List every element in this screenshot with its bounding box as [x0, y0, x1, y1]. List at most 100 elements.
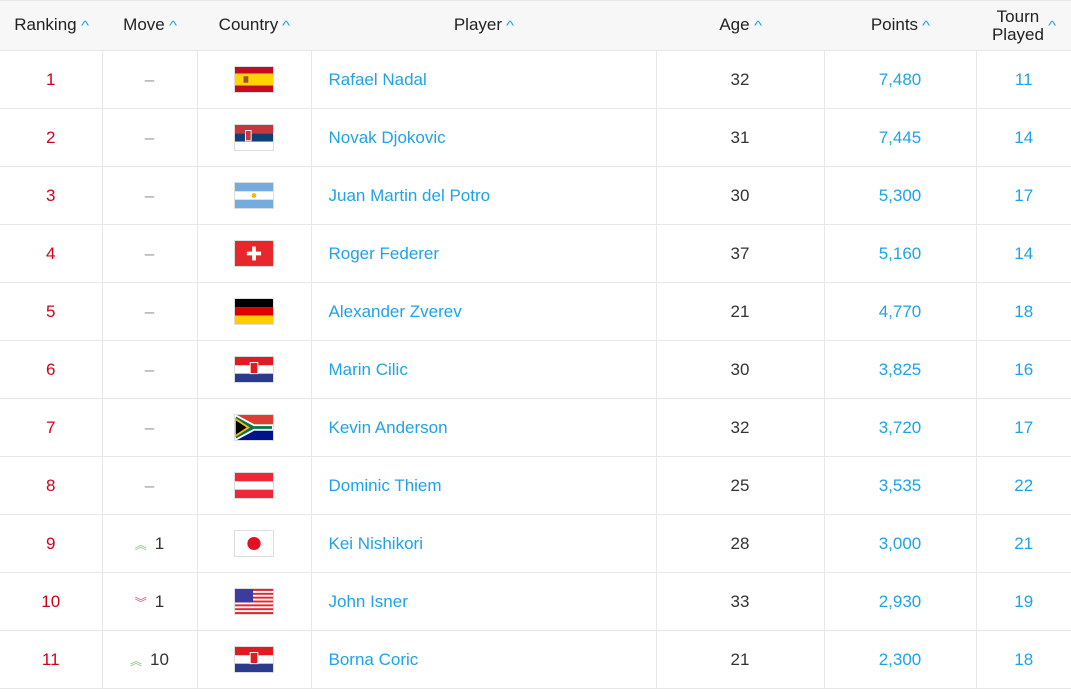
player-link[interactable]: John Isner — [310, 572, 657, 631]
country-cell — [196, 166, 312, 225]
table-row: 3 – Juan Martin del Potro 30 5,300 17 — [0, 166, 1071, 225]
age-cell: 37 — [655, 224, 825, 283]
played-cell: 14 — [975, 224, 1071, 283]
move-cell: – — [101, 340, 198, 399]
points-cell: 3,720 — [823, 398, 977, 457]
sort-caret-icon: ^ — [1048, 17, 1056, 33]
table-row: 10 ︾ 1 John Isner 33 2,930 19 — [0, 572, 1071, 631]
points-cell: 7,445 — [823, 108, 977, 167]
sort-country[interactable]: Country ^ — [197, 0, 311, 51]
player-link[interactable]: Kei Nishikori — [310, 514, 657, 573]
sort-points[interactable]: Points ^ — [824, 0, 976, 51]
played-cell: 17 — [975, 166, 1071, 225]
sort-caret-icon: ^ — [282, 18, 291, 33]
flag-switzerland-icon — [234, 240, 274, 267]
age-cell: 30 — [655, 166, 825, 225]
points-cell: 2,930 — [823, 572, 977, 631]
move-down-icon: ︾ — [134, 595, 147, 610]
move-cell: – — [101, 108, 198, 167]
player-link[interactable]: Novak Djokovic — [310, 108, 657, 167]
points-cell: 5,160 — [823, 224, 977, 283]
player-link[interactable]: Alexander Zverev — [310, 282, 657, 341]
rank-cell: 8 — [0, 456, 103, 515]
sort-caret-icon: ^ — [80, 18, 89, 33]
sort-age[interactable]: Age ^ — [656, 0, 824, 51]
table-row: 1 – Rafael Nadal 32 7,480 11 — [0, 50, 1071, 109]
sort-move[interactable]: Move ^ — [102, 0, 197, 51]
move-cell: – — [101, 224, 198, 283]
sort-ranking[interactable]: Ranking ^ — [0, 0, 102, 51]
points-cell: 5,300 — [823, 166, 977, 225]
country-cell — [196, 398, 312, 457]
points-cell: 3,000 — [823, 514, 977, 573]
header-row: Ranking ^ Move ^ Country ^ Player ^ Age ^ Poi… — [0, 0, 1071, 51]
age-cell: 28 — [655, 514, 825, 573]
table-row: 5 – Alexander Zverev 21 4,770 18 — [0, 282, 1071, 341]
sort-caret-icon: ^ — [753, 18, 762, 33]
rank-cell: 7 — [0, 398, 103, 457]
move-cell: ︾ 1 — [101, 572, 198, 631]
flag-croatia-icon — [234, 356, 274, 383]
age-cell: 30 — [655, 340, 825, 399]
table-row: 11 ︽ 10 Borna Coric 21 2,300 18 — [0, 630, 1071, 689]
move-cell: ︽ 10 — [101, 630, 198, 689]
country-cell — [196, 282, 312, 341]
rank-cell: 5 — [0, 282, 103, 341]
sort-tourn-played[interactable]: Tourn Played ^ — [976, 0, 1071, 51]
table-row: 9 ︽ 1 Kei Nishikori 28 3,000 21 — [0, 514, 1071, 573]
sort-player[interactable]: Player ^ — [311, 0, 656, 51]
player-link[interactable]: Roger Federer — [310, 224, 657, 283]
flag-serbia-icon — [234, 124, 274, 151]
played-cell: 14 — [975, 108, 1071, 167]
rank-cell: 11 — [0, 630, 103, 689]
table-row: 6 – Marin Cilic 30 3,825 16 — [0, 340, 1071, 399]
age-cell: 21 — [655, 630, 825, 689]
flag-spain-icon — [234, 66, 274, 93]
country-cell — [196, 224, 312, 283]
flag-argentina-icon — [234, 182, 274, 209]
rank-cell: 9 — [0, 514, 103, 573]
country-cell — [196, 456, 312, 515]
move-cell: – — [101, 398, 198, 457]
age-cell: 31 — [655, 108, 825, 167]
age-cell: 25 — [655, 456, 825, 515]
age-cell: 32 — [655, 398, 825, 457]
age-cell: 21 — [655, 282, 825, 341]
played-cell: 21 — [975, 514, 1071, 573]
player-link[interactable]: Marin Cilic — [310, 340, 657, 399]
flag-austria-icon — [234, 472, 274, 499]
table-row: 2 – Novak Djokovic 31 7,445 14 — [0, 108, 1071, 167]
played-cell: 17 — [975, 398, 1071, 457]
rank-cell: 4 — [0, 224, 103, 283]
sort-caret-icon: ^ — [922, 18, 931, 33]
country-cell — [196, 50, 312, 109]
points-cell: 4,770 — [823, 282, 977, 341]
move-cell: – — [101, 50, 198, 109]
rank-cell: 3 — [0, 166, 103, 225]
player-link[interactable]: Dominic Thiem — [310, 456, 657, 515]
points-cell: 3,825 — [823, 340, 977, 399]
player-link[interactable]: Kevin Anderson — [310, 398, 657, 457]
player-link[interactable]: Borna Coric — [310, 630, 657, 689]
points-cell: 7,480 — [823, 50, 977, 109]
player-link[interactable]: Juan Martin del Potro — [310, 166, 657, 225]
rank-cell: 1 — [0, 50, 103, 109]
flag-south-africa-icon — [234, 414, 274, 441]
played-cell: 11 — [975, 50, 1071, 109]
flag-germany-icon — [234, 298, 274, 325]
player-link[interactable]: Rafael Nadal — [310, 50, 657, 109]
flag-croatia-icon — [234, 646, 274, 673]
move-cell: – — [101, 282, 198, 341]
move-up-icon: ︽ — [134, 537, 147, 552]
age-cell: 33 — [655, 572, 825, 631]
table-row: 7 – Kevin Anderson 32 3,720 17 — [0, 398, 1071, 457]
points-cell: 3,535 — [823, 456, 977, 515]
rank-cell: 2 — [0, 108, 103, 167]
age-cell: 32 — [655, 50, 825, 109]
table-row: 8 – Dominic Thiem 25 3,535 22 — [0, 456, 1071, 515]
flag-japan-icon — [234, 530, 274, 557]
flag-usa-icon — [234, 588, 274, 615]
played-cell: 18 — [975, 282, 1071, 341]
move-cell: – — [101, 166, 198, 225]
